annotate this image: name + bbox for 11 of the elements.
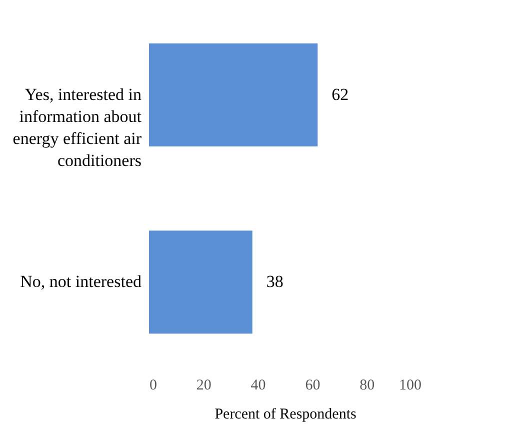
- x-tick-label: 40: [250, 378, 266, 394]
- data-label: 62: [332, 84, 349, 104]
- x-tick-label: 20: [196, 378, 212, 394]
- x-tick-label: 100: [399, 378, 422, 394]
- x-tick-label: 80: [360, 378, 375, 394]
- y-tick-label: Yes, interested in information about energy efficient air conditioners: [12, 84, 142, 170]
- x-tick-label: 60: [305, 378, 320, 394]
- data-label: 38: [266, 272, 284, 292]
- x-tick-label: 0: [150, 378, 157, 394]
- y-tick-label: No, not interested: [20, 272, 142, 292]
- x-axis-title: Percent of Respondents: [214, 406, 356, 422]
